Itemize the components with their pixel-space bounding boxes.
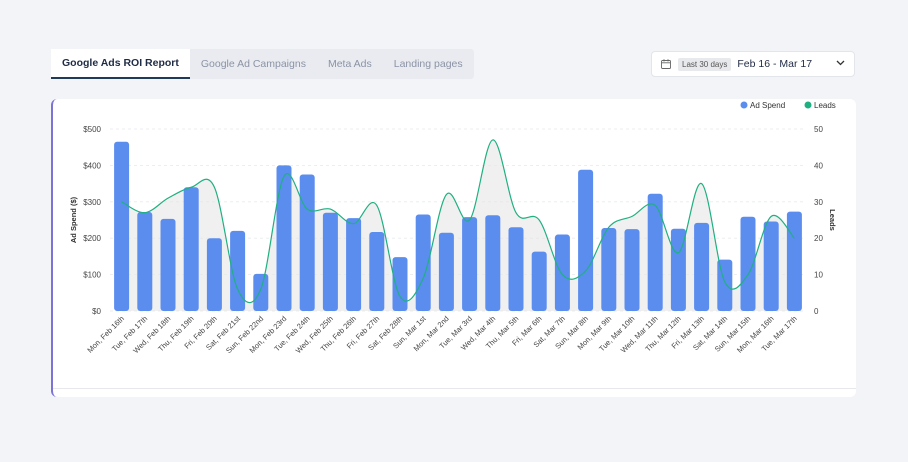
y2-tick-label: 50: [814, 125, 823, 134]
card-footer-divider: [53, 388, 856, 389]
bar-ad-spend: [763, 221, 779, 311]
y2-tick-label: 10: [814, 271, 823, 280]
y-tick-label: $300: [83, 198, 101, 207]
legend-label-leads: Leads: [814, 101, 836, 110]
bar-ad-spend: [601, 228, 617, 311]
roi-chart: $0 $100 $200 $300 $400 $500 0 10 20 30 40 50 Ad Spen…: [69, 101, 837, 355]
bar-ad-spend: [624, 229, 640, 311]
bar-ad-spend: [578, 169, 594, 311]
tab-landing-pages[interactable]: Landing pages: [393, 58, 463, 70]
legend-label-ad-spend: Ad Spend: [750, 101, 785, 110]
chevron-down-icon[interactable]: [836, 60, 845, 66]
bar-ad-spend: [299, 174, 315, 311]
bar-ad-spend: [369, 232, 385, 311]
report-tabs: Google Ads ROI Report Google Ad Campaign…: [51, 49, 474, 79]
y-tick-label: $400: [83, 161, 101, 170]
calendar-icon: [661, 59, 671, 69]
bar-ad-spend: [253, 273, 269, 311]
legend-marker-leads: [804, 101, 812, 109]
bar-ad-spend: [160, 218, 176, 311]
bar-ad-spend: [438, 232, 454, 311]
bar-ad-spend: [183, 187, 199, 311]
bar-ad-spend: [230, 230, 246, 311]
bar-ad-spend: [462, 217, 478, 311]
bar-ad-spend: [114, 141, 130, 311]
y-axis-label: Ad Spend ($): [69, 196, 78, 243]
bar-ad-spend: [137, 211, 153, 311]
y-tick-label: $200: [83, 234, 101, 243]
bar-ad-spend: [670, 228, 686, 311]
y2-tick-label: 0: [814, 307, 819, 316]
y2-tick-label: 20: [814, 234, 823, 243]
bar-ad-spend: [531, 251, 547, 311]
leads-line: [121, 139, 795, 304]
bar-ad-spend: [554, 234, 570, 311]
date-preset-badge: Last 30 days: [678, 57, 732, 71]
date-range-picker[interactable]: Last 30 days Feb 16 - Mar 17: [651, 51, 855, 77]
y2-axis-label: Leads: [828, 209, 837, 231]
bar-ad-spend: [485, 215, 501, 311]
bar-ad-spend: [647, 193, 663, 311]
bar-ad-spend: [694, 222, 710, 311]
y2-tick-label: 40: [814, 161, 823, 170]
legend-marker-ad-spend: [740, 101, 748, 109]
y-tick-label: $100: [83, 271, 101, 280]
bar-ad-spend: [717, 259, 733, 311]
chart-card: $0 $100 $200 $300 $400 $500 0 10 20 30 40 50 Ad Spen…: [51, 99, 856, 397]
tab-google-ads-roi-report[interactable]: Google Ads ROI Report: [51, 49, 190, 79]
y-tick-label: $0: [92, 307, 101, 316]
y2-tick-label: 30: [814, 198, 823, 207]
bar-ad-spend: [392, 257, 408, 311]
bar-ad-spend: [276, 165, 292, 311]
y-tick-label: $500: [83, 125, 101, 134]
tab-meta-ads[interactable]: Meta Ads: [327, 58, 372, 70]
bar-ad-spend: [206, 238, 222, 311]
bar-ad-spend: [508, 227, 524, 311]
bar-ad-spend: [322, 212, 338, 311]
bar-ad-spend: [740, 216, 756, 311]
tab-google-ad-campaigns[interactable]: Google Ad Campaigns: [200, 58, 306, 70]
bar-ad-spend: [786, 211, 802, 311]
date-range-text: Feb 16 - Mar 17: [737, 58, 813, 70]
bar-ad-spend: [346, 218, 362, 311]
